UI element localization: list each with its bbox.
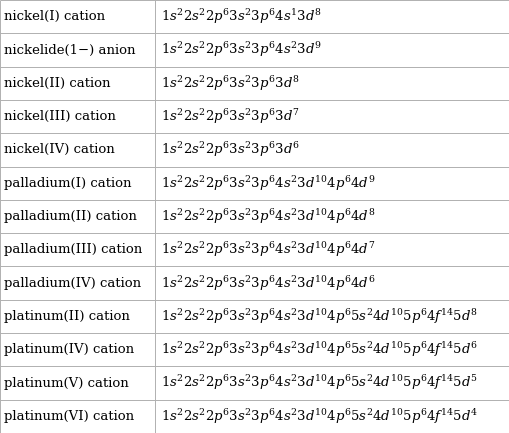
Text: $1s^22s^22p^63s^23p^64s^23d^{10}4p^65s^24d^{10}5p^64f^{14}5d^4$: $1s^22s^22p^63s^23p^64s^23d^{10}4p^65s^2…: [161, 407, 477, 426]
Text: palladium(III) cation: palladium(III) cation: [4, 243, 142, 256]
Text: nickel(I) cation: nickel(I) cation: [4, 10, 105, 23]
Text: $1s^22s^22p^63s^23p^64s^23d^{10}4p^64d^9$: $1s^22s^22p^63s^23p^64s^23d^{10}4p^64d^9…: [161, 174, 375, 193]
Text: platinum(II) cation: platinum(II) cation: [4, 310, 130, 323]
Text: $1s^22s^22p^63s^23p^64s^23d^{10}4p^65s^24d^{10}5p^64f^{14}5d^5$: $1s^22s^22p^63s^23p^64s^23d^{10}4p^65s^2…: [161, 374, 477, 392]
Text: platinum(IV) cation: platinum(IV) cation: [4, 343, 134, 356]
Text: $1s^22s^22p^63s^23p^63d^8$: $1s^22s^22p^63s^23p^63d^8$: [161, 74, 299, 93]
Text: palladium(I) cation: palladium(I) cation: [4, 177, 131, 190]
Text: palladium(IV) cation: palladium(IV) cation: [4, 277, 141, 290]
Text: $1s^22s^22p^63s^23p^64s^23d^{10}4p^65s^24d^{10}5p^64f^{14}5d^6$: $1s^22s^22p^63s^23p^64s^23d^{10}4p^65s^2…: [161, 340, 477, 359]
Text: nickel(II) cation: nickel(II) cation: [4, 77, 110, 90]
Text: palladium(II) cation: palladium(II) cation: [4, 210, 137, 223]
Text: platinum(V) cation: platinum(V) cation: [4, 377, 129, 390]
Text: $1s^22s^22p^63s^23p^64s^23d^{10}4p^65s^24d^{10}5p^64f^{14}5d^8$: $1s^22s^22p^63s^23p^64s^23d^{10}4p^65s^2…: [161, 307, 477, 326]
Text: $1s^22s^22p^63s^23p^63d^7$: $1s^22s^22p^63s^23p^63d^7$: [161, 107, 299, 126]
Text: nickelide(1−) anion: nickelide(1−) anion: [4, 43, 135, 56]
Text: $1s^22s^22p^63s^23p^63d^6$: $1s^22s^22p^63s^23p^63d^6$: [161, 140, 299, 159]
Text: $1s^22s^22p^63s^23p^64s^23d^9$: $1s^22s^22p^63s^23p^64s^23d^9$: [161, 41, 322, 59]
Text: $1s^22s^22p^63s^23p^64s^23d^{10}4p^64d^6$: $1s^22s^22p^63s^23p^64s^23d^{10}4p^64d^6…: [161, 274, 375, 293]
Text: $1s^22s^22p^63s^23p^64s^23d^{10}4p^64d^8$: $1s^22s^22p^63s^23p^64s^23d^{10}4p^64d^8…: [161, 207, 375, 226]
Text: nickel(III) cation: nickel(III) cation: [4, 110, 116, 123]
Text: $1s^22s^22p^63s^23p^64s^13d^8$: $1s^22s^22p^63s^23p^64s^13d^8$: [161, 7, 321, 26]
Text: platinum(VI) cation: platinum(VI) cation: [4, 410, 134, 423]
Text: nickel(IV) cation: nickel(IV) cation: [4, 143, 115, 156]
Text: $1s^22s^22p^63s^23p^64s^23d^{10}4p^64d^7$: $1s^22s^22p^63s^23p^64s^23d^{10}4p^64d^7…: [161, 240, 375, 259]
